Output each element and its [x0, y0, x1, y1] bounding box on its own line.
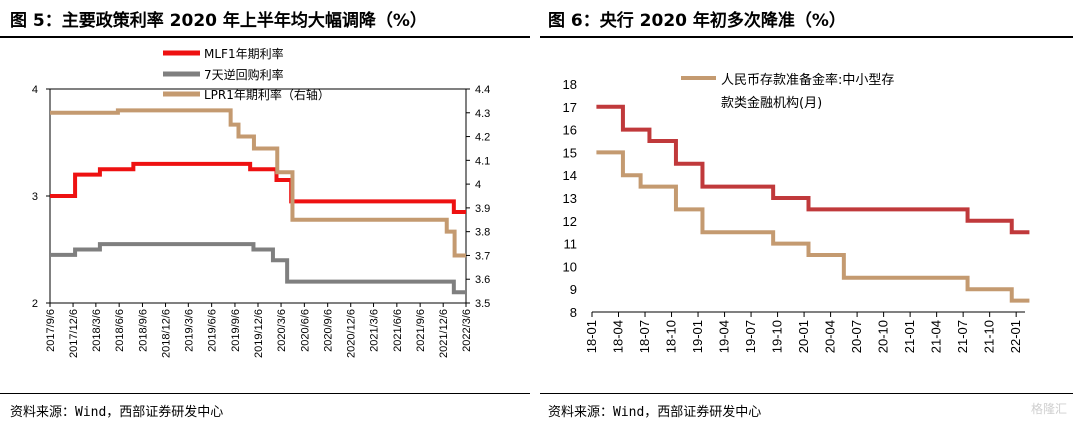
right-axis-tick-label: 3.6: [475, 274, 490, 286]
left-x-tick-label: 2020/12/6: [346, 309, 358, 358]
left-x-tick-label: 2018/3/6: [91, 309, 103, 352]
left-x-tick-label: 2018/6/6: [114, 309, 126, 352]
right-x-tick-label: 20-07: [849, 320, 864, 353]
left-legend-label-0: MLF1年期利率: [204, 46, 284, 61]
left-series-line-2: [50, 108, 466, 258]
right-y-tick-label: 11: [564, 237, 578, 252]
right-x-tick-label: 21-07: [955, 320, 970, 353]
right-axis-tick-label: 4.1: [475, 155, 490, 167]
right-x-tick-label: 22-01: [1008, 320, 1023, 353]
right-x-tick-label: 19-07: [743, 320, 758, 353]
right-axis-tick-label: 3.7: [475, 250, 490, 262]
left-x-tick-label: 2018/9/6: [137, 309, 149, 352]
right-figure: 图 6：央行 2020 年初多次降准（%） 8 9 10 11 12 13 14 15 16 17…: [540, 0, 1073, 423]
left-source: 资料来源：Wind，西部证券研发中心: [10, 405, 224, 420]
right-axis-tick-label: 4: [475, 179, 481, 191]
left-figure-title: 图 5：主要政策利率 2020 年上半年均大幅调降（%）: [10, 11, 427, 31]
right-y-tick-label: 8: [570, 305, 577, 320]
right-x-tick-label: 21-10: [982, 320, 997, 353]
right-legend-label-line2: 款类金融机构(月): [721, 95, 822, 111]
right-axis-tick-label: 4.2: [475, 132, 490, 144]
left-figure: 图 5：主要政策利率 2020 年上半年均大幅调降（%） 2 3 4 3.5 3.6 3.…: [0, 0, 530, 423]
left-x-tick-label: 2021/9/6: [415, 309, 427, 352]
right-figure-title: 图 6：央行 2020 年初多次降准（%）: [548, 11, 846, 31]
right-y-tick-label: 13: [563, 191, 577, 206]
left-x-tick-label: 2021/12/6: [438, 309, 450, 358]
left-x-tick-label: 2022/3/6: [461, 309, 473, 352]
left-series-line-1: [50, 242, 466, 295]
right-axis-tick-label: 3.9: [475, 203, 490, 215]
left-x-tick-label: 2020/3/6: [276, 309, 288, 352]
left-x-tick-label: 2020/9/6: [323, 309, 335, 352]
right-x-tick-label: 18-01: [584, 320, 599, 353]
right-x-tick-label: 21-01: [902, 320, 917, 353]
left-series-line-0: [50, 161, 466, 215]
right-legend-label-line1: 人民币存款准备金率:中小型存: [721, 72, 894, 88]
left-x-tick-label: 2020/6/6: [299, 309, 311, 352]
right-axis-tick-label: 4.3: [475, 108, 490, 120]
left-x-tick-label: 2017/12/6: [68, 309, 80, 358]
watermark-logo: 格隆汇: [1030, 402, 1067, 416]
left-legend-label-2: LPR1年期利率（右轴）: [204, 87, 330, 102]
right-top-rule: [540, 36, 1073, 38]
left-bottom-rule: [0, 393, 530, 394]
left-chart: 2 3 4 3.5 3.6 3.7 3.8 3.9 4 4.1 4.2 4.3 4.4 2017/9/6 2…: [32, 46, 490, 358]
right-series-line-1: [596, 150, 1030, 303]
right-y-tick-label: 16: [563, 123, 577, 138]
right-x-tick-label: 18-07: [637, 320, 652, 353]
right-y-tick-label: 18: [563, 77, 577, 92]
right-x-tick-label: 19-01: [690, 320, 705, 353]
right-source: 资料来源：Wind，西部证券研发中心: [548, 405, 762, 420]
left-y-tick-label: 3: [32, 191, 38, 203]
right-x-tick-label: 18-10: [664, 320, 679, 353]
right-axis-tick-label: 4.4: [475, 84, 490, 96]
left-legend-label-1: 7天逆回购利率: [204, 67, 284, 82]
right-axis-tick-label: 3.5: [475, 298, 490, 310]
right-y-tick-label: 15: [563, 145, 577, 160]
right-x-tick-label: 21-04: [929, 320, 944, 353]
left-x-tick-label: 2017/9/6: [45, 309, 57, 352]
left-x-tick-label: 2021/3/6: [369, 309, 381, 352]
right-series-line-0: [596, 104, 1030, 235]
right-y-tick-label: 9: [570, 282, 577, 297]
left-y-tick-label: 2: [32, 298, 38, 310]
left-x-tick-label: 2019/3/6: [183, 309, 195, 352]
right-y-tick-label: 12: [563, 214, 577, 229]
left-x-tick-label: 2019/6/6: [207, 309, 219, 352]
right-x-tick-label: 20-04: [823, 320, 838, 353]
right-x-tick-label: 19-04: [717, 320, 732, 353]
right-x-tick-label: 20-10: [876, 320, 891, 353]
left-plot-frame: [49, 88, 467, 304]
right-y-tick-label: 14: [563, 168, 577, 183]
left-x-tick-label: 2019/9/6: [230, 309, 242, 352]
right-y-tick-label: 17: [563, 100, 577, 115]
right-x-tick-label: 19-10: [770, 320, 785, 353]
left-top-rule: [0, 36, 530, 38]
left-y-tick-label: 4: [32, 84, 38, 96]
right-axis-tick-label: 3.8: [475, 227, 490, 239]
left-x-tick-label: 2018/12/6: [161, 309, 173, 358]
right-y-tick-label: 10: [563, 259, 577, 274]
left-x-tick-label: 2021/6/6: [392, 309, 404, 352]
right-x-tick-label: 18-04: [611, 320, 626, 353]
right-bottom-rule: [540, 393, 1073, 394]
right-chart: 8 9 10 11 12 13 14 15 16 17 18 18-01 18-04 18-07 18-10…: [563, 72, 1030, 353]
right-x-tick-label: 20-01: [796, 320, 811, 353]
left-x-tick-label: 2019/12/6: [253, 309, 265, 358]
